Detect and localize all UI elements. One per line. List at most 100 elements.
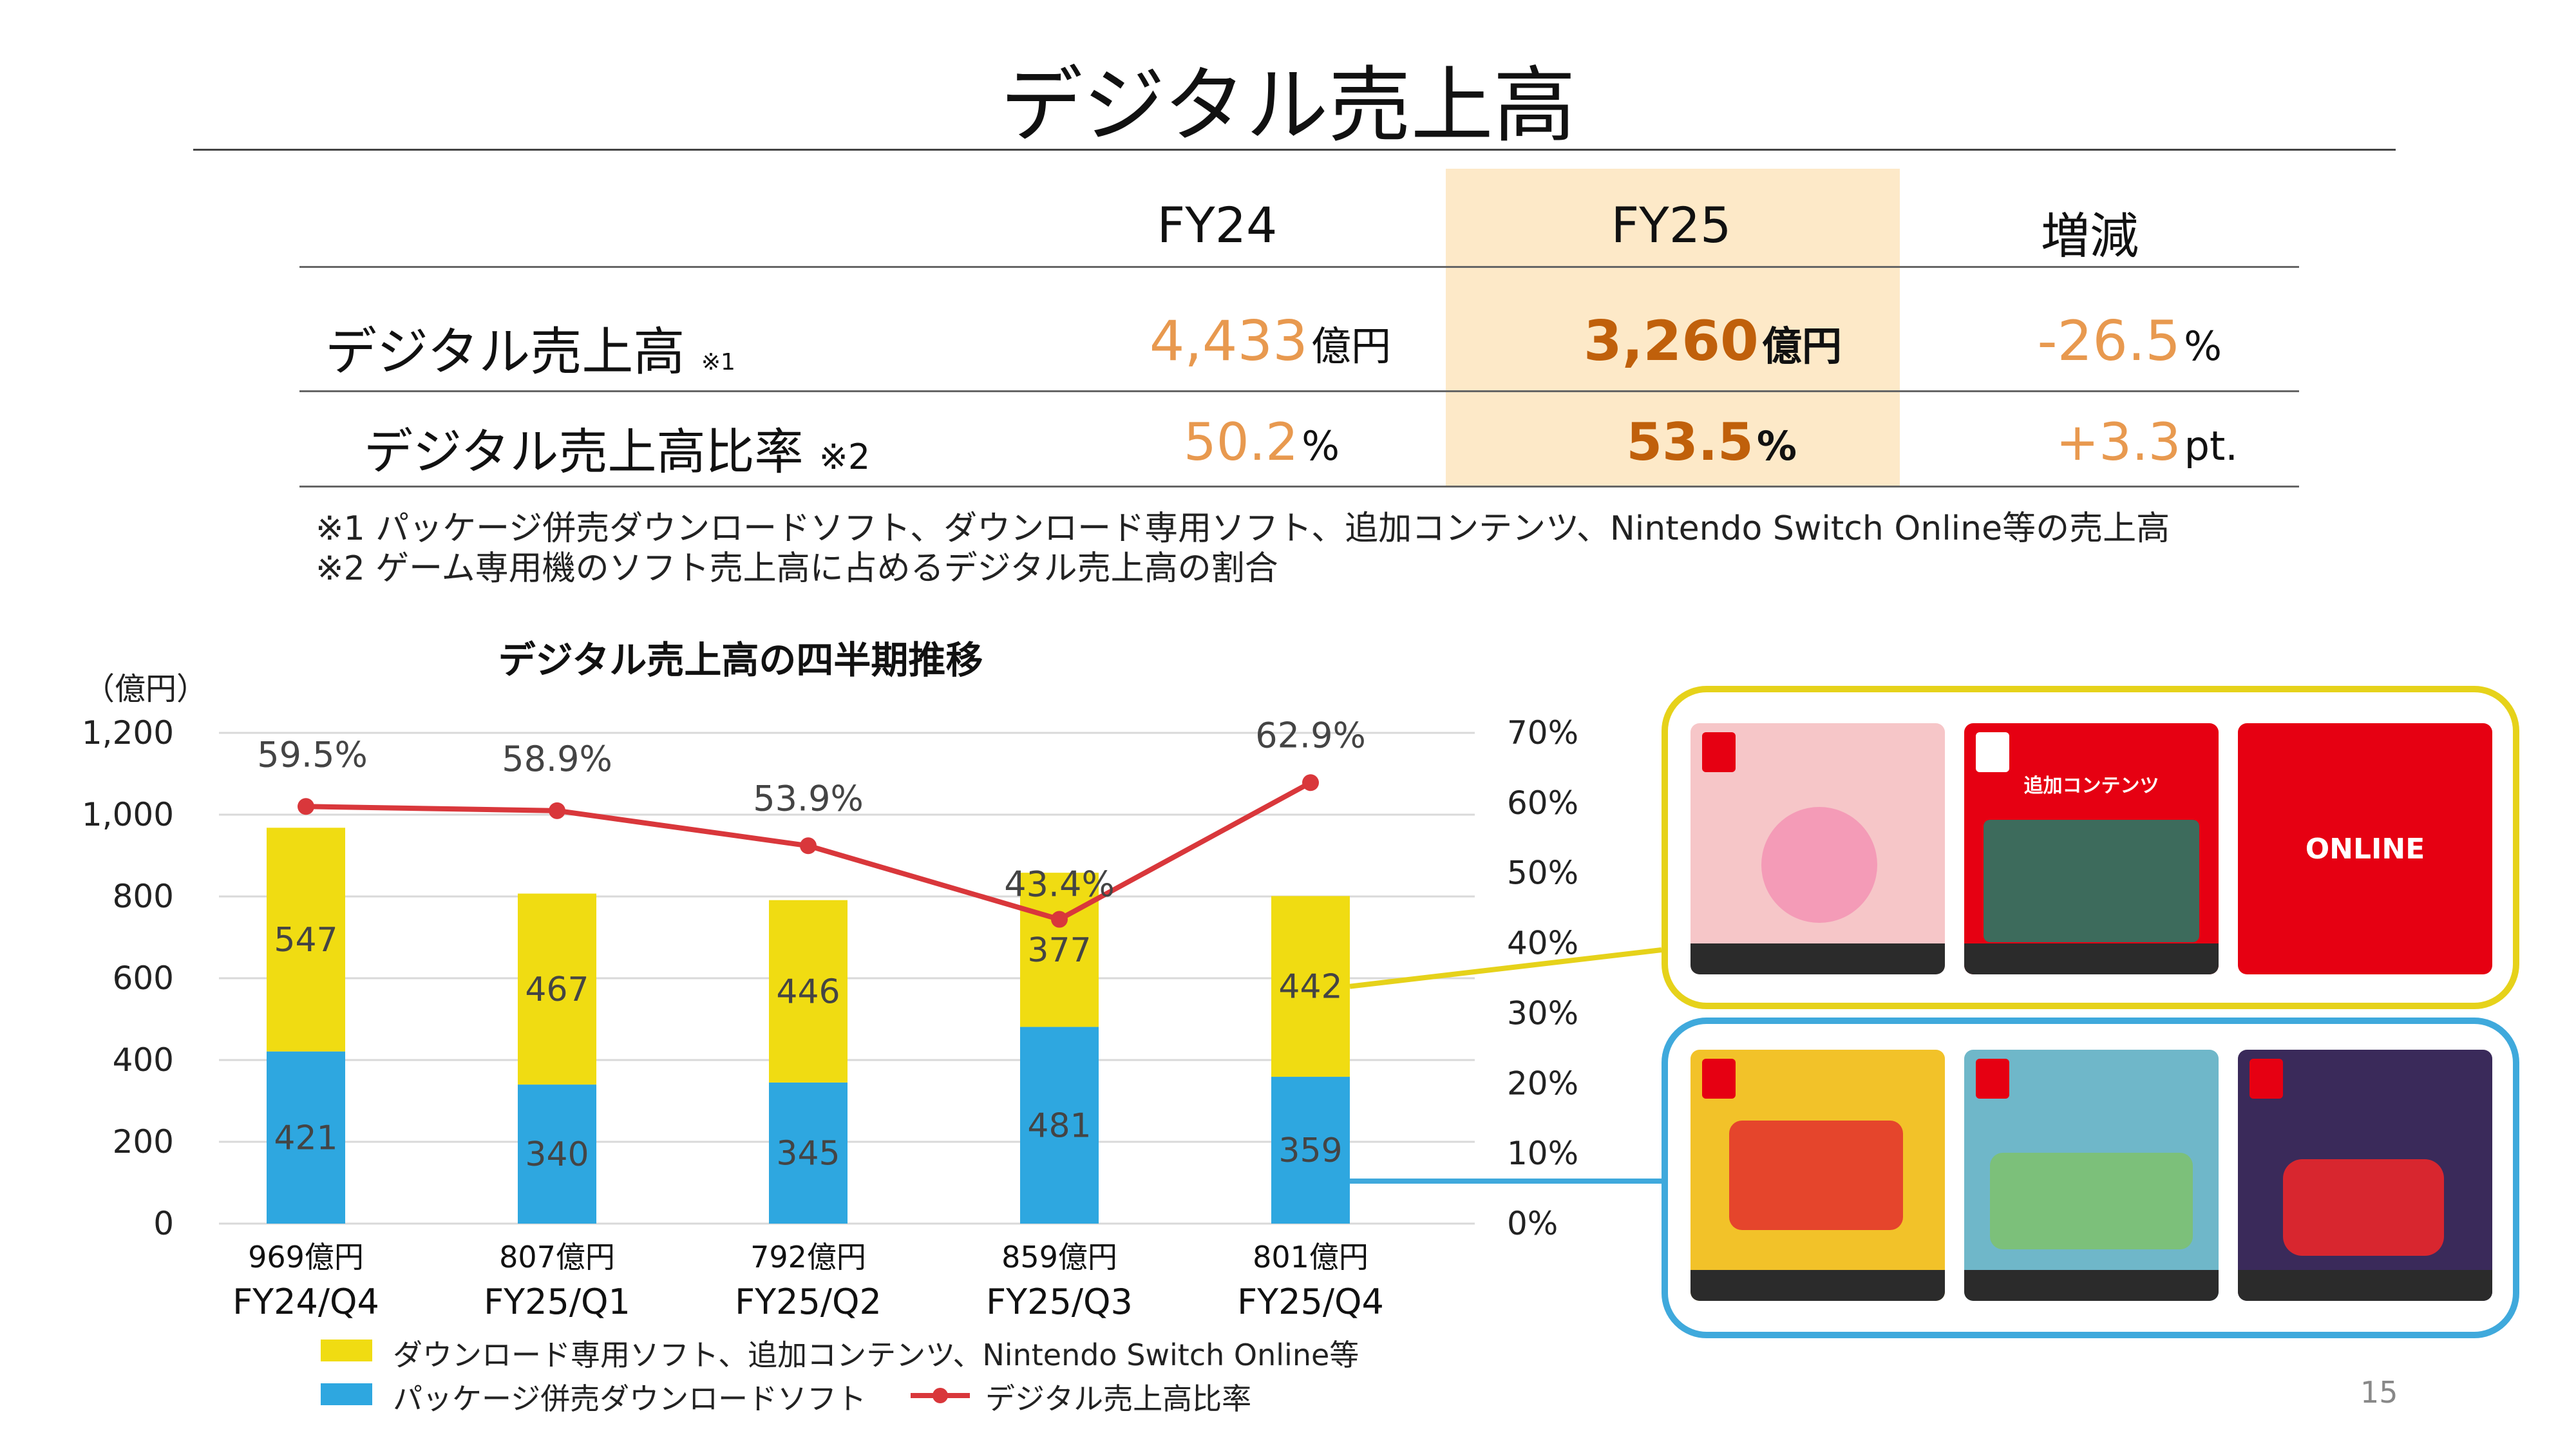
row2-fy25-cell: 53.5 % (1481, 412, 1797, 472)
download-only-products-box: 追加コンテンツ ONLINE (1662, 686, 2519, 1009)
ratio-point (1302, 774, 1319, 791)
ratio-point (1051, 911, 1068, 928)
y-tick-label: 0 (153, 1205, 174, 1242)
row2-change-value: +3.3 (2056, 412, 2181, 472)
table-bottom-rule (299, 486, 2299, 488)
bar-download-only (769, 900, 848, 1083)
table-header-rule (299, 266, 2299, 268)
row-label-text: デジタル売上高 (325, 322, 685, 382)
bar-download-only (1020, 873, 1099, 1027)
row-note: ※1 (701, 349, 735, 375)
y2-tick-label: 70% (1507, 714, 1578, 752)
legend-swatch-download-only (321, 1340, 372, 1361)
switch-logo-icon (1976, 732, 2009, 772)
product-card-dlc: 追加コンテンツ (1964, 723, 2219, 974)
switch-logo-icon (2249, 1059, 2283, 1099)
ratio-point-label: 62.9% (1255, 715, 1366, 755)
y-axis-unit: （億円） (84, 671, 208, 707)
bar-download-only (267, 828, 345, 1052)
dlc-card-title: 追加コンテンツ (2023, 775, 2159, 797)
row2-change-unit: pt. (2184, 422, 2238, 469)
y2-tick-label: 40% (1507, 925, 1578, 962)
bar-total-label: 807億円 (499, 1240, 615, 1274)
y2-tick-label: 50% (1507, 855, 1578, 892)
fy25-highlight (1446, 169, 1900, 486)
legend-label-ratio: デジタル売上高比率 (985, 1381, 1252, 1416)
legend-label-download-only: ダウンロード専用ソフト、追加コンテンツ、Nintendo Switch Onli… (393, 1338, 1359, 1372)
row2-fy24-value: 50.2 (1183, 412, 1298, 472)
y2-tick-label: 10% (1507, 1135, 1578, 1172)
page-title: デジタル売上高 (1000, 58, 1576, 154)
y-tick-label: 400 (113, 1041, 174, 1079)
ratio-point-label: 59.5% (257, 734, 368, 775)
quarterly-digital-sales-chart: 0 200 400 600 800 1,000 1,200 0% 10% 20% 30% 40% 50%… (82, 714, 1662, 1322)
y-tick-label: 200 (113, 1123, 174, 1160)
row2-fy25-unit: % (1756, 422, 1797, 469)
row1-change-value: -26.5 (2037, 309, 2181, 374)
y-tick-label: 1,000 (82, 796, 174, 833)
product-card-online: ONLINE (2238, 723, 2492, 974)
row1-fy25-unit: 億円 (1761, 323, 1842, 370)
card-footer (1690, 943, 1945, 974)
bar-total-label: 859億円 (1001, 1240, 1117, 1274)
bar-package-download-label: 340 (525, 1135, 589, 1174)
bar-download-only (1271, 896, 1350, 1077)
table-row-rule (299, 390, 2299, 392)
row-note: ※2 (819, 437, 871, 477)
bar-package-download-label: 481 (1027, 1106, 1091, 1145)
ratio-point (800, 837, 817, 855)
mario-party-art-icon (1729, 1121, 1903, 1230)
title-divider (193, 149, 2396, 151)
card-footer (2238, 1270, 2492, 1301)
bar-package-download (518, 1084, 596, 1224)
row1-fy24-cell: 4,433 億円 (1043, 309, 1391, 374)
category-label: FY25/Q4 (1237, 1282, 1384, 1322)
bar-download-only-label: 467 (525, 971, 589, 1009)
bar-download-only-label: 446 (776, 972, 840, 1011)
kirby-art-icon (1761, 807, 1877, 923)
y-tick-label: 1,200 (82, 714, 174, 752)
y2-tick-label: 60% (1507, 784, 1578, 822)
page-number: 15 (2360, 1375, 2398, 1410)
bar-package-download-label: 359 (1278, 1132, 1342, 1170)
product-card-kirby (1690, 723, 1945, 974)
bar-package-download (1020, 1027, 1099, 1224)
switch-logo-icon (1702, 732, 1736, 772)
card-footer (1964, 1270, 2219, 1301)
product-card-zelda (1964, 1050, 2219, 1301)
bar-download-only-label: 442 (1278, 968, 1342, 1007)
category-label: FY25/Q3 (986, 1282, 1133, 1322)
y2-tick-label: 20% (1507, 1065, 1578, 1102)
category-label: FY25/Q2 (735, 1282, 882, 1322)
row2-change-cell: +3.3 pt. (1932, 412, 2238, 472)
online-card-title: ONLINE (2305, 833, 2425, 866)
header-fy24: FY24 (1157, 196, 1278, 254)
footnote-1: ※1 パッケージ併売ダウンロードソフト、ダウンロード専用ソフト、追加コンテンツ、… (316, 509, 2170, 548)
y-tick-label: 800 (113, 878, 174, 915)
legend-label-package-download: パッケージ併売ダウンロードソフト (393, 1381, 867, 1416)
ratio-point-label: 53.9% (753, 778, 864, 819)
bar-package-download-label: 345 (776, 1134, 840, 1173)
y2-tick-label: 30% (1507, 994, 1578, 1032)
ratio-point (298, 798, 314, 815)
header-change: 増減 (2041, 207, 2139, 265)
category-label: FY24/Q4 (232, 1282, 379, 1322)
switch-logo-icon (1702, 1059, 1736, 1099)
row-label-text: デジタル売上高比率 (364, 423, 804, 480)
row-digital-sales-label: デジタル売上高 ※1 (325, 310, 735, 385)
bar-total-label: 801億円 (1253, 1240, 1368, 1274)
product-card-mario-party (1690, 1050, 1945, 1301)
bar-total-label: 969億円 (248, 1240, 364, 1274)
y-tick-label: 600 (113, 960, 174, 997)
bar-package-download (769, 1082, 848, 1224)
switch-logo-icon (1976, 1059, 2009, 1099)
footnote-2: ※2 ゲーム専用機のソフト売上高に占めるデジタル売上高の割合 (316, 549, 1278, 588)
header-fy25: FY25 (1611, 196, 1732, 254)
legend-swatch-package-download (321, 1383, 372, 1405)
product-card-mario-kart (2238, 1050, 2492, 1301)
row1-fy24-value: 4,433 (1149, 309, 1308, 374)
bar-download-only-label: 547 (274, 921, 337, 960)
row1-fy25-cell: 3,260 億円 (1481, 309, 1842, 374)
ratio-point (549, 802, 565, 819)
bar-package-download (1271, 1077, 1350, 1224)
